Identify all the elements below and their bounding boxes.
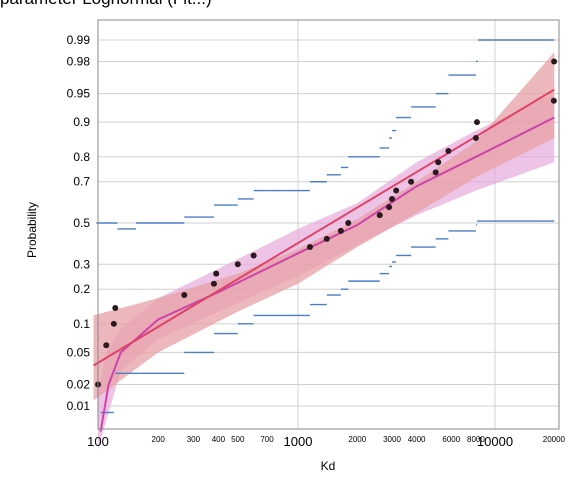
- data-point: [306, 244, 313, 251]
- x-tick-label-minor: 2000: [348, 435, 366, 444]
- x-axis-label: Kd: [321, 459, 336, 473]
- data-point: [112, 304, 119, 311]
- y-tick-label: 0.02: [67, 378, 91, 392]
- y-tick-label: 0.98: [67, 54, 91, 68]
- data-point: [213, 270, 220, 277]
- x-tick-label-minor: 200: [152, 435, 166, 444]
- data-point: [472, 135, 479, 142]
- data-point: [210, 280, 217, 287]
- data-point: [432, 169, 439, 176]
- data-point: [386, 204, 393, 211]
- x-tick-label-minor: 500: [231, 435, 245, 444]
- x-tick-label-major: 1000: [284, 434, 313, 449]
- y-tick-label: 0.2: [73, 282, 90, 296]
- simultaneous-bounds: [96, 39, 555, 414]
- y-tick-label: 0.3: [73, 257, 90, 271]
- data-point: [393, 187, 400, 194]
- y-tick-label: 0.1: [73, 317, 90, 331]
- data-point: [408, 178, 415, 185]
- y-tick-label: 0.8: [73, 150, 90, 164]
- lognormal-fit-band: [93, 52, 555, 401]
- x-tick-label-minor: 300: [187, 435, 201, 444]
- confidence-bands: [93, 52, 555, 450]
- data-point: [473, 119, 480, 126]
- data-point: [551, 58, 558, 65]
- data-point: [388, 195, 395, 202]
- y-tick-label: 0.01: [67, 399, 91, 413]
- data-point: [337, 227, 344, 234]
- y-tick-label: 0.5: [73, 216, 90, 230]
- data-point: [550, 97, 557, 104]
- data-point: [181, 292, 188, 299]
- data-point: [345, 220, 352, 226]
- x-tick-label-minor: 3000: [383, 435, 401, 444]
- data-point: [103, 342, 110, 349]
- data-point: [323, 235, 330, 242]
- x-tick-label-minor: 8000: [467, 435, 485, 444]
- y-tick-label: 0.9: [73, 115, 90, 129]
- data-point: [445, 147, 452, 154]
- y-tick-label: 0.99: [67, 33, 91, 47]
- plot-frame: [97, 19, 560, 430]
- data-points: [95, 58, 558, 388]
- y-tick-labels: 0.01 0.02 0.05 0.1 0.2 0.3 0.5 0.7 0.8 0.9 0.95 0.9…: [67, 33, 91, 413]
- data-point: [234, 261, 241, 268]
- x-tick-label-major: 10000: [477, 434, 513, 449]
- x-tick-label-major: 20000: [543, 435, 566, 444]
- y-tick-label: 0.05: [67, 345, 91, 359]
- alt-fit-line: [99, 116, 555, 432]
- x-tick-label-minor: 400: [212, 435, 226, 444]
- data-point: [376, 212, 383, 219]
- y-tick-label: 0.7: [73, 175, 90, 189]
- data-point: [435, 159, 442, 166]
- x-tick-label-minor: 700: [260, 435, 274, 444]
- y-tick-label: 0.95: [67, 87, 91, 101]
- grid-layer: [98, 20, 559, 429]
- x-tick-label-minor: 4000: [408, 435, 426, 444]
- data-point: [250, 252, 257, 259]
- data-point: [110, 320, 117, 327]
- x-tick-label-minor: 6000: [442, 435, 460, 444]
- y-axis-label: Probability: [25, 202, 39, 258]
- x-tick-labels: 200 300 400 500 700 2000 3000 4000 6000 8000 100 10…: [87, 434, 565, 449]
- x-tick-label-major: 100: [87, 434, 109, 449]
- chart-title: parameter Lognormal (Fit...): [0, 0, 212, 9]
